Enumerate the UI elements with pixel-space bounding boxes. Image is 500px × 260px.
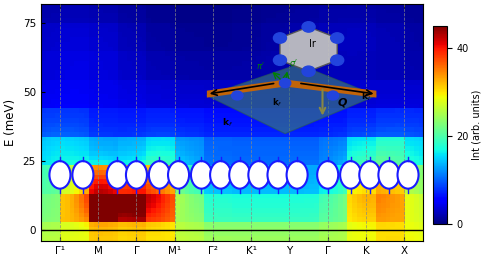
- Ellipse shape: [191, 161, 212, 189]
- Ellipse shape: [168, 161, 189, 189]
- Ellipse shape: [50, 161, 70, 189]
- Ellipse shape: [286, 161, 308, 189]
- Y-axis label: Int (arb. units): Int (arb. units): [472, 90, 482, 160]
- Ellipse shape: [317, 161, 338, 189]
- Ellipse shape: [378, 161, 400, 189]
- Ellipse shape: [229, 161, 250, 189]
- Ellipse shape: [126, 161, 147, 189]
- Ellipse shape: [149, 161, 170, 189]
- Ellipse shape: [72, 161, 94, 189]
- Ellipse shape: [248, 161, 270, 189]
- Ellipse shape: [340, 161, 361, 189]
- Ellipse shape: [107, 161, 128, 189]
- Ellipse shape: [268, 161, 288, 189]
- Ellipse shape: [210, 161, 231, 189]
- Ellipse shape: [360, 161, 380, 189]
- Ellipse shape: [398, 161, 418, 189]
- Y-axis label: E (meV): E (meV): [4, 99, 17, 146]
